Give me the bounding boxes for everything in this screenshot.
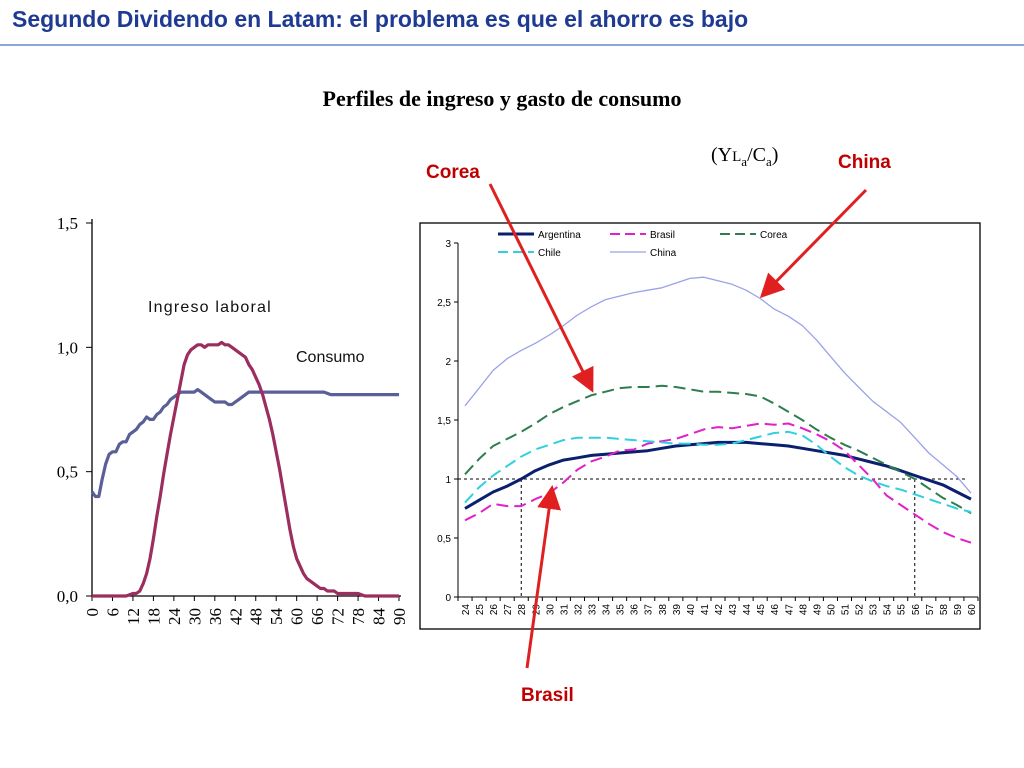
- right-x-tick-label: 58: [939, 604, 950, 616]
- callout-brasil: Brasil: [521, 685, 574, 706]
- right-y-tick-label: 2: [445, 357, 451, 368]
- right-x-tick-label: 39: [672, 604, 683, 616]
- right-x-tick-label: 43: [728, 604, 739, 616]
- left-x-tick-label: 48: [247, 608, 266, 625]
- arrow-china: [759, 188, 868, 299]
- left-x-tick-label: 24: [165, 608, 184, 626]
- callout-corea: Corea: [426, 162, 480, 183]
- legend-label-china: China: [650, 248, 677, 259]
- callout-china: China: [838, 152, 891, 173]
- right-x-tick-label: 31: [559, 604, 570, 616]
- left-x-tick-label: 6: [103, 608, 122, 617]
- left-x-tick-label: 12: [124, 608, 143, 625]
- left-x-tick-label: 0: [83, 608, 102, 617]
- left-x-tick-label: 30: [185, 608, 204, 625]
- right-series-argentina: [464, 440, 972, 510]
- right-x-tick-label: 50: [826, 604, 837, 616]
- right-y-tick-label: 1: [445, 475, 451, 486]
- left-x-tick-label: 72: [329, 608, 348, 625]
- right-x-tick-label: 57: [925, 604, 936, 616]
- right-x-tick-label: 41: [700, 604, 711, 616]
- annotation-consumo: Consumo: [296, 349, 365, 366]
- right-x-tick-label: 33: [588, 604, 599, 616]
- right-x-tick-label: 52: [855, 604, 866, 616]
- right-chart-frame: [419, 222, 981, 630]
- right-x-tick-label: 32: [573, 604, 584, 616]
- right-x-tick-label: 47: [784, 604, 795, 616]
- right-x-tick-label: 26: [489, 604, 500, 616]
- right-x-tick-label: 46: [770, 604, 781, 616]
- left-y-tick-label: 0,5: [57, 463, 78, 482]
- right-x-tick-label: 28: [517, 604, 528, 616]
- right-y-tick-label: 0: [445, 593, 451, 604]
- left-series-ingreso: [90, 388, 399, 499]
- right-x-tick-label: 30: [545, 604, 556, 616]
- left-x-tick-label: 54: [267, 608, 286, 626]
- legend-label-brasil: Brasil: [650, 230, 675, 241]
- arrow-corea: [488, 183, 594, 393]
- right-y-tick-label: 0,5: [437, 534, 451, 545]
- right-x-tick-label: 42: [714, 604, 725, 616]
- left-x-tick-label: 90: [390, 608, 409, 625]
- left-y-tick-label: 1,0: [57, 338, 78, 357]
- right-x-tick-label: 40: [686, 604, 697, 616]
- right-x-tick-label: 44: [742, 604, 753, 616]
- left-x-tick-label: 84: [370, 608, 389, 626]
- right-x-tick-label: 37: [644, 604, 655, 616]
- ratio-a1: a: [741, 154, 748, 169]
- arrow-brasil: [525, 485, 561, 669]
- right-y-tick-label: 3: [445, 239, 451, 250]
- left-x-tick-label: 42: [226, 608, 245, 625]
- legend-label-argentina: Argentina: [538, 230, 581, 241]
- right-x-tick-label: 24: [461, 604, 472, 616]
- left-y-tick-label: 1,5: [57, 214, 78, 233]
- right-series-chile: [464, 430, 972, 513]
- legend-label-chile: Chile: [538, 248, 561, 259]
- right-x-tick-label: 45: [756, 604, 767, 616]
- left-x-tick-label: 66: [308, 608, 327, 625]
- left-x-tick-label: 18: [144, 608, 163, 625]
- right-x-tick-label: 54: [883, 604, 894, 616]
- left-x-tick-label: 36: [206, 608, 225, 625]
- title-divider: [0, 44, 1024, 46]
- right-x-tick-label: 35: [616, 604, 627, 616]
- right-x-tick-label: 36: [630, 604, 641, 616]
- right-x-tick-label: 53: [869, 604, 880, 616]
- left-y-tick-label: 0,0: [57, 587, 78, 606]
- annotation-ingreso-laboral: Ingreso laboral: [148, 299, 272, 316]
- right-x-tick-label: 51: [840, 604, 851, 616]
- ratio-y: (Y: [711, 144, 733, 166]
- ratio-close: ): [771, 144, 779, 166]
- right-x-tick-label: 48: [798, 604, 809, 616]
- right-series-corea: [464, 384, 972, 515]
- right-x-tick-label: 25: [475, 604, 486, 616]
- chart-heading: Perfiles de ingreso y gasto de consumo: [322, 86, 682, 111]
- right-x-tick-label: 49: [812, 604, 823, 616]
- right-x-tick-label: 27: [503, 604, 514, 616]
- right-x-tick-label: 29: [531, 604, 542, 616]
- right-x-tick-label: 56: [911, 604, 922, 616]
- left-series-consumo: [92, 340, 399, 598]
- right-y-tick-label: 1,5: [437, 416, 451, 427]
- slide-title: Segundo Dividendo en Latam: el problema …: [12, 6, 749, 32]
- legend-label-corea: Corea: [760, 230, 788, 241]
- right-series-china: [464, 276, 972, 494]
- ratio-a2: a: [765, 154, 772, 169]
- right-x-tick-label: 60: [967, 604, 978, 616]
- right-x-tick-label: 34: [602, 604, 613, 616]
- right-x-tick-label: 59: [953, 604, 964, 616]
- left-x-tick-label: 60: [288, 608, 307, 625]
- right-x-tick-label: 55: [897, 604, 908, 616]
- ratio-slash: /C: [747, 144, 766, 166]
- ratio-label: (YLa/Ca): [711, 144, 778, 170]
- left-x-tick-label: 78: [349, 608, 368, 625]
- right-y-tick-label: 2,5: [437, 298, 451, 309]
- right-x-tick-label: 38: [658, 604, 669, 616]
- ratio-l: L: [732, 149, 742, 165]
